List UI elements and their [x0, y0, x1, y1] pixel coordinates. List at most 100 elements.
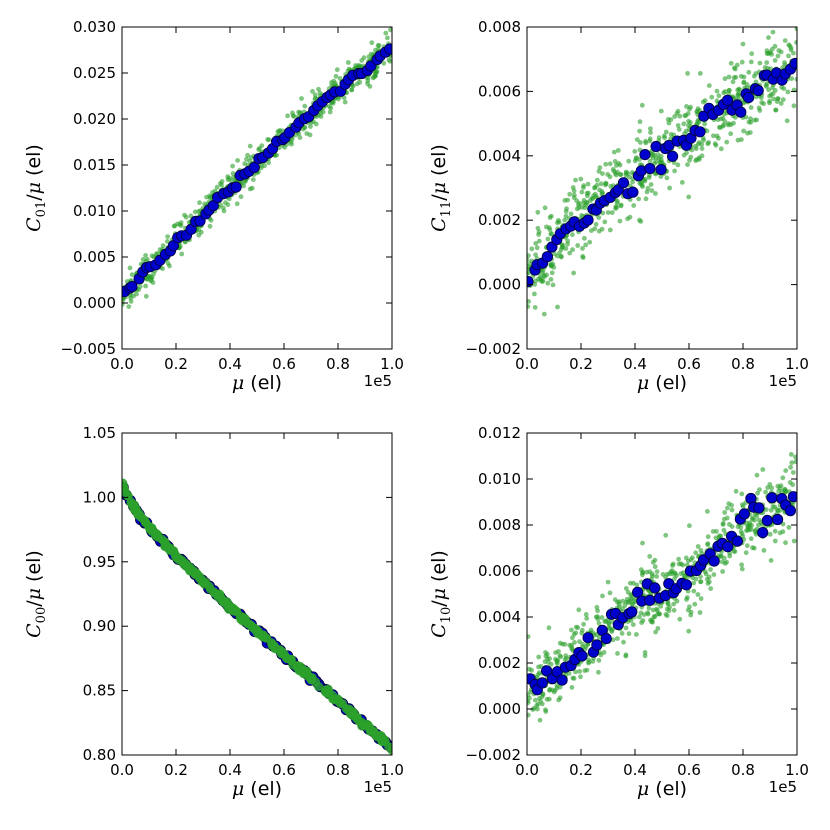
- data-point: [761, 548, 767, 553]
- data-point: [787, 480, 793, 485]
- data-point: [674, 598, 680, 604]
- data-point: [711, 572, 717, 577]
- data-point: [714, 133, 720, 139]
- data-point: [527, 698, 530, 704]
- data-point: [789, 76, 795, 81]
- mean-point: [771, 513, 784, 526]
- mean-point: [649, 582, 661, 594]
- data-point: [626, 631, 632, 637]
- data-point: [347, 708, 356, 717]
- data-point: [681, 121, 687, 127]
- data-point: [594, 604, 600, 610]
- data-point: [555, 220, 560, 226]
- data-point: [609, 210, 615, 216]
- data-point: [567, 191, 573, 197]
- data-point: [533, 252, 538, 258]
- data-point: [732, 66, 738, 72]
- data-point: [706, 574, 712, 580]
- data-point: [369, 40, 375, 46]
- y-tick-label: 0.005: [73, 248, 116, 266]
- data-point: [126, 304, 132, 309]
- data-point: [656, 135, 662, 141]
- data-point: [357, 79, 363, 85]
- data-point: [702, 121, 707, 127]
- data-point: [687, 604, 692, 610]
- data-point: [697, 610, 703, 615]
- data-point: [764, 60, 770, 65]
- y-tick-label: 0.85: [83, 682, 116, 700]
- data-point: [129, 272, 135, 278]
- mean-point: [126, 280, 138, 293]
- data-point: [218, 202, 223, 208]
- data-point: [373, 73, 378, 79]
- data-point: [627, 214, 633, 220]
- data-point: [570, 185, 576, 190]
- data-point: [637, 157, 642, 162]
- data-point: [646, 175, 652, 181]
- data-point: [638, 181, 644, 186]
- data-point: [638, 140, 643, 145]
- data-point: [571, 270, 576, 276]
- data-point: [665, 117, 671, 122]
- data-point: [733, 114, 738, 120]
- data-point: [765, 485, 771, 490]
- data-point: [583, 242, 589, 248]
- y-tick-label: 0.80: [83, 746, 116, 764]
- y-tick-label: 0.000: [478, 700, 521, 718]
- data-point: [746, 69, 752, 75]
- data-point: [222, 597, 232, 607]
- data-point: [569, 627, 574, 633]
- data-point: [355, 717, 364, 726]
- data-point: [780, 97, 786, 102]
- data-point: [277, 127, 283, 133]
- data-point: [647, 554, 653, 559]
- data-point: [749, 51, 755, 57]
- data-point: [775, 483, 781, 489]
- data-point: [585, 190, 591, 196]
- data-point: [751, 73, 757, 79]
- data-point: [565, 197, 571, 203]
- data-point: [782, 38, 788, 43]
- data-point: [695, 141, 701, 147]
- data-point: [705, 141, 711, 147]
- mean-point: [735, 106, 747, 118]
- data-point: [686, 628, 692, 634]
- data-point: [546, 625, 552, 631]
- data-point: [648, 182, 654, 187]
- data-point: [791, 538, 797, 544]
- data-point: [748, 527, 754, 532]
- data-point: [580, 246, 585, 251]
- data-point: [555, 304, 560, 310]
- data-point: [574, 206, 580, 212]
- x-tick-label: 1.0: [785, 761, 809, 779]
- data-point: [615, 651, 620, 656]
- data-point: [230, 171, 236, 176]
- data-point: [630, 601, 636, 607]
- data-point: [736, 91, 741, 97]
- data-point: [527, 253, 531, 258]
- data-point: [634, 632, 639, 637]
- data-point: [745, 527, 751, 533]
- data-point: [584, 616, 590, 621]
- data-point: [646, 605, 652, 611]
- mean-point: [541, 251, 554, 263]
- data-point: [721, 555, 727, 561]
- data-point: [608, 184, 614, 189]
- data-point: [570, 232, 575, 238]
- data-point: [664, 175, 670, 181]
- data-point: [301, 668, 311, 678]
- data-point: [535, 701, 541, 707]
- y-tick-label: 0.000: [478, 276, 521, 294]
- data-point: [754, 472, 760, 478]
- data-point: [220, 205, 226, 211]
- data-point: [536, 238, 542, 244]
- y-tick-label: 0.008: [478, 516, 521, 534]
- x-offset-text: 1e5: [364, 778, 392, 796]
- y-tick-label: 0.95: [83, 553, 116, 571]
- mean-point: [536, 677, 548, 689]
- data-point: [338, 699, 348, 709]
- data-point: [718, 116, 724, 122]
- x-tick-label: 0.0: [515, 761, 539, 779]
- data-point: [725, 505, 730, 511]
- data-point: [230, 163, 236, 169]
